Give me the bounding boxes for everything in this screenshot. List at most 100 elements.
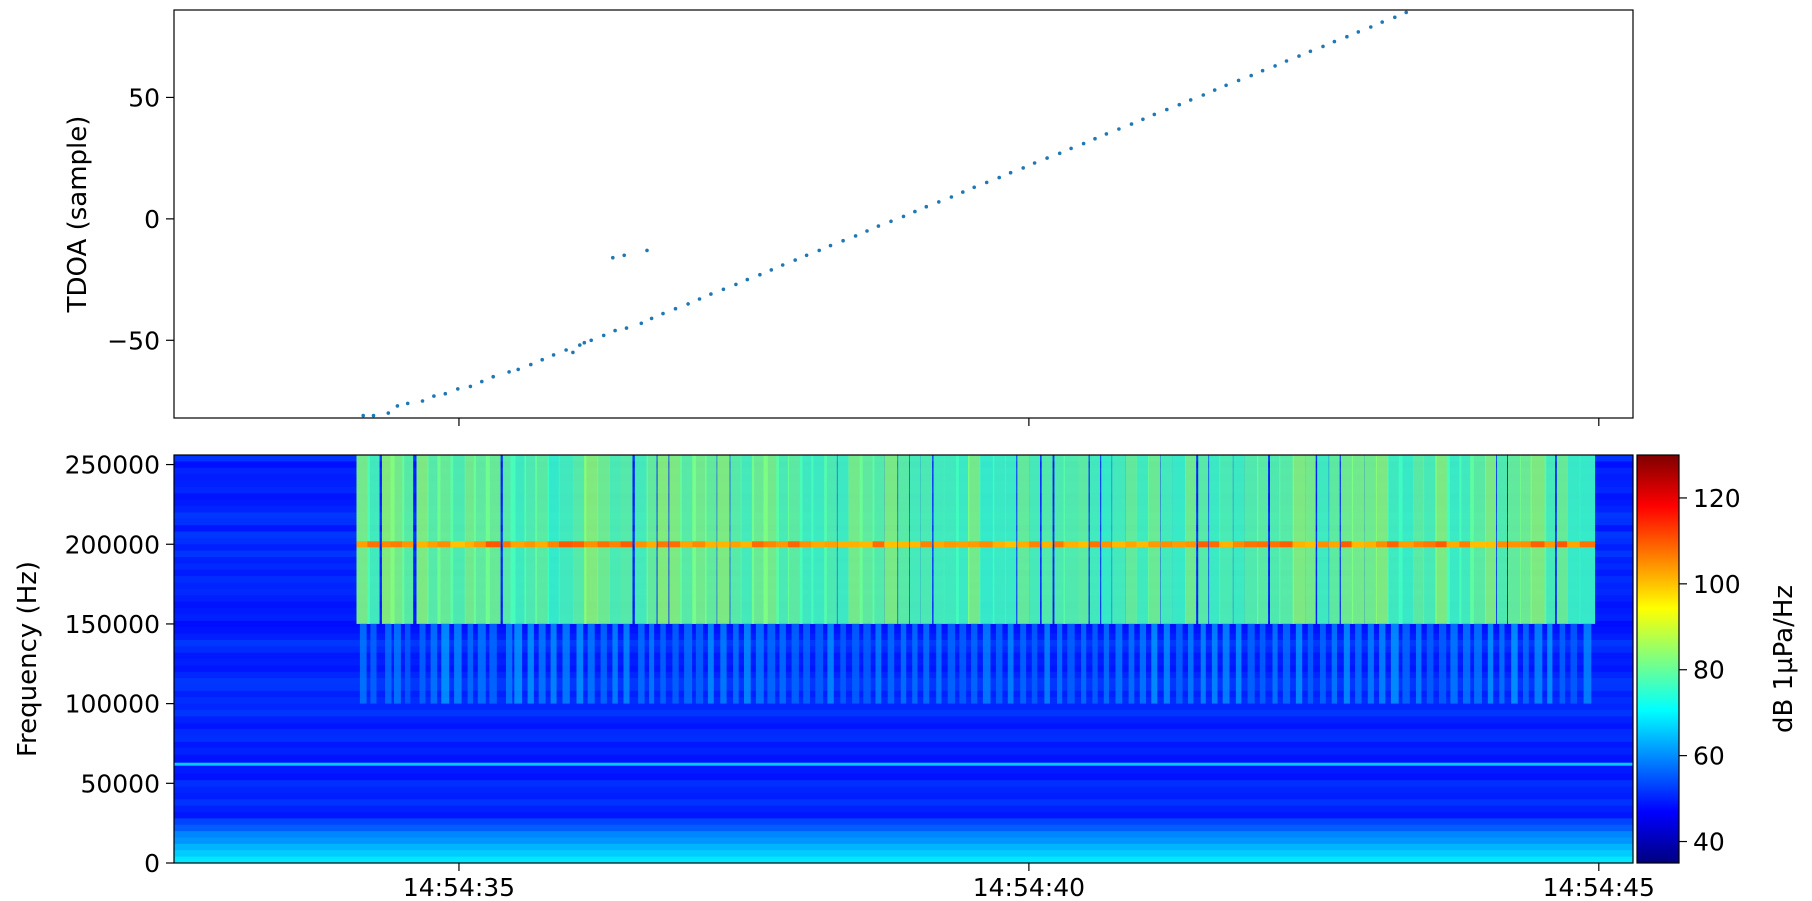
spectrogram-click-tail — [467, 623, 474, 704]
spectrogram-click-tail — [660, 623, 666, 704]
tdoa-point — [1008, 170, 1013, 175]
spectrogram-click-band — [824, 455, 837, 624]
spectrogram-click-peak — [524, 541, 538, 548]
spectrogram-click-tail — [587, 623, 595, 704]
spectrogram-click-peak — [1198, 541, 1209, 548]
colorbar-tick-label: 120 — [1693, 484, 1741, 513]
tdoa-point — [804, 253, 809, 258]
spectrogram-click-peak — [740, 541, 755, 548]
spectrogram-click-peak — [402, 541, 414, 548]
spectrogram-click-tail — [370, 623, 377, 704]
tdoa-point — [686, 302, 690, 306]
spectrogram-click-band — [680, 455, 696, 624]
spectrogram-click-band — [1364, 455, 1377, 624]
tdoa-point — [1260, 68, 1265, 73]
spectrogram-click-band — [740, 455, 755, 624]
tdoa-point — [961, 190, 965, 194]
spectrogram-click-tail — [1547, 623, 1553, 704]
spectrogram-click-peak — [634, 541, 648, 548]
spectrogram-click-tail — [394, 623, 401, 704]
tdoa-point — [673, 306, 678, 311]
spectrogram-click-peak — [1317, 541, 1329, 548]
tdoa-point — [1141, 117, 1145, 122]
spectrogram-click-peak — [535, 541, 550, 548]
spectrogram-click-band — [657, 455, 669, 624]
spectrogram-click-tail — [1020, 623, 1027, 704]
spectrogram-click-band — [776, 455, 790, 624]
tdoa-point — [395, 404, 400, 408]
colorbar-tick-label: 40 — [1693, 828, 1725, 857]
spectrogram-click-tail — [404, 623, 411, 704]
spectrogram-click-band — [909, 455, 921, 624]
spectrogram-click-tail — [538, 623, 546, 704]
spectrogram-click-peak — [692, 541, 707, 548]
spectrogram-background-row — [174, 786, 1633, 794]
spectrogram-click-tail — [489, 623, 497, 704]
spectrogram-click-peak — [1270, 541, 1281, 548]
colorbar-tick-label: 100 — [1693, 570, 1741, 599]
spectrogram-click-peak — [1413, 541, 1425, 548]
spectrogram-click-band — [1413, 455, 1425, 624]
spectrogram-click-tail — [720, 623, 727, 704]
spectrogram-tonal-line — [174, 762, 1633, 766]
tdoa-point — [571, 350, 575, 355]
colorbar-ticks: 40 60 80 100 120 — [1679, 484, 1741, 857]
colorbar-tick-label: 80 — [1693, 656, 1725, 685]
spectrogram-click-band — [1423, 455, 1437, 624]
tdoa-axes-frame — [173, 9, 1634, 419]
spectrogram-click-tail — [477, 623, 486, 704]
spectrogram-x-tick-label: 14:54:45 — [1543, 873, 1655, 901]
spectrogram-click-peak — [1112, 541, 1126, 548]
tdoa-point — [889, 219, 893, 224]
spectrogram-axes-frame — [173, 454, 1634, 864]
spectrogram-click-peak — [1219, 541, 1233, 548]
spectrogram-background-row — [174, 729, 1633, 737]
tdoa-y-tick-label: 50 — [128, 83, 160, 112]
spectrogram-click-peak — [1305, 541, 1316, 548]
spectrogram-click-peak — [992, 541, 1006, 548]
spectrogram-click-peak — [437, 541, 454, 548]
spectrogram-background-row — [174, 837, 1633, 845]
spectrogram-click-tail — [623, 623, 630, 704]
spectrogram-click-band — [402, 455, 414, 624]
spectrogram-click-tail — [385, 623, 392, 704]
spectrogram-click-band — [1041, 455, 1053, 624]
spectrogram-click-tail — [791, 623, 799, 704]
tdoa-point — [769, 268, 774, 272]
spectrogram-click-band — [1172, 455, 1186, 624]
spectrogram-click-band — [692, 455, 707, 624]
spectrogram-click-band — [717, 455, 730, 624]
tdoa-point — [1081, 141, 1086, 146]
spectrogram-click-tail — [1450, 623, 1458, 704]
spectrogram-click-tail — [755, 623, 764, 704]
spectrogram-click-peak — [1364, 541, 1377, 548]
colorbar: 40 60 80 100 120 dB 1µPa/Hz — [1636, 454, 1799, 864]
tdoa-point — [937, 200, 941, 204]
tdoa-point — [622, 253, 626, 258]
tdoa-point — [841, 238, 845, 243]
spectrogram-click-band — [1508, 455, 1521, 624]
tdoa-point — [1177, 102, 1182, 107]
spectrogram-click-band — [1005, 455, 1017, 624]
spectrogram-click-tail — [1282, 623, 1291, 704]
tdoa-point — [1297, 54, 1301, 58]
spectrogram-y-axis-title: Frequency (Hz) — [13, 561, 43, 757]
spectrogram-click-band — [730, 455, 742, 624]
spectrogram-click-peak — [1005, 541, 1017, 548]
tdoa-point — [1188, 98, 1193, 102]
spectrogram-click-band — [943, 455, 959, 624]
spectrogram-click-band — [1063, 455, 1079, 624]
spectrogram-click-band — [646, 455, 657, 624]
spectrogram-click-band — [1556, 455, 1568, 624]
spectrogram-click-peak — [751, 541, 768, 548]
spectrogram-click-peak — [884, 541, 898, 548]
tdoa-point — [1321, 44, 1325, 49]
tdoa-y-tick-label: −50 — [107, 326, 160, 355]
tdoa-points — [361, 10, 1408, 418]
spectrogram-click-band — [992, 455, 1006, 624]
spectrogram-click-tail — [1463, 623, 1471, 704]
spectrogram-click-tail — [506, 623, 513, 704]
spectrogram-y-ticks: 0 50000 100000 150000 200000 250000 — [65, 451, 174, 878]
spectrogram-click-peak — [787, 541, 803, 548]
spectrogram-click-tail — [649, 623, 655, 704]
